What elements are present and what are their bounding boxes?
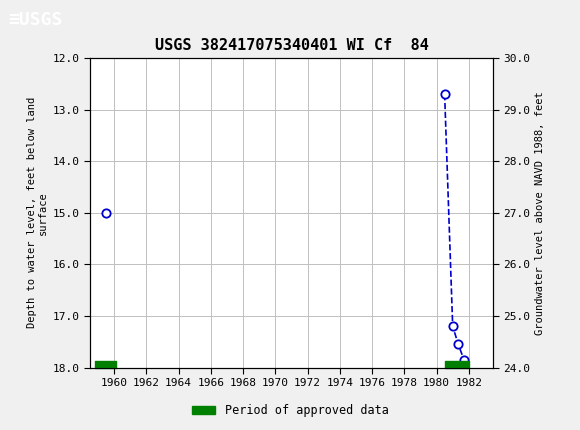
Text: ≡USGS: ≡USGS	[9, 11, 63, 29]
Y-axis label: Groundwater level above NAVD 1988, feet: Groundwater level above NAVD 1988, feet	[535, 91, 545, 335]
Y-axis label: Depth to water level, feet below land
surface: Depth to water level, feet below land su…	[27, 97, 48, 329]
Title: USGS 382417075340401 WI Cf  84: USGS 382417075340401 WI Cf 84	[155, 38, 428, 53]
Legend: Period of approved data: Period of approved data	[187, 399, 393, 422]
